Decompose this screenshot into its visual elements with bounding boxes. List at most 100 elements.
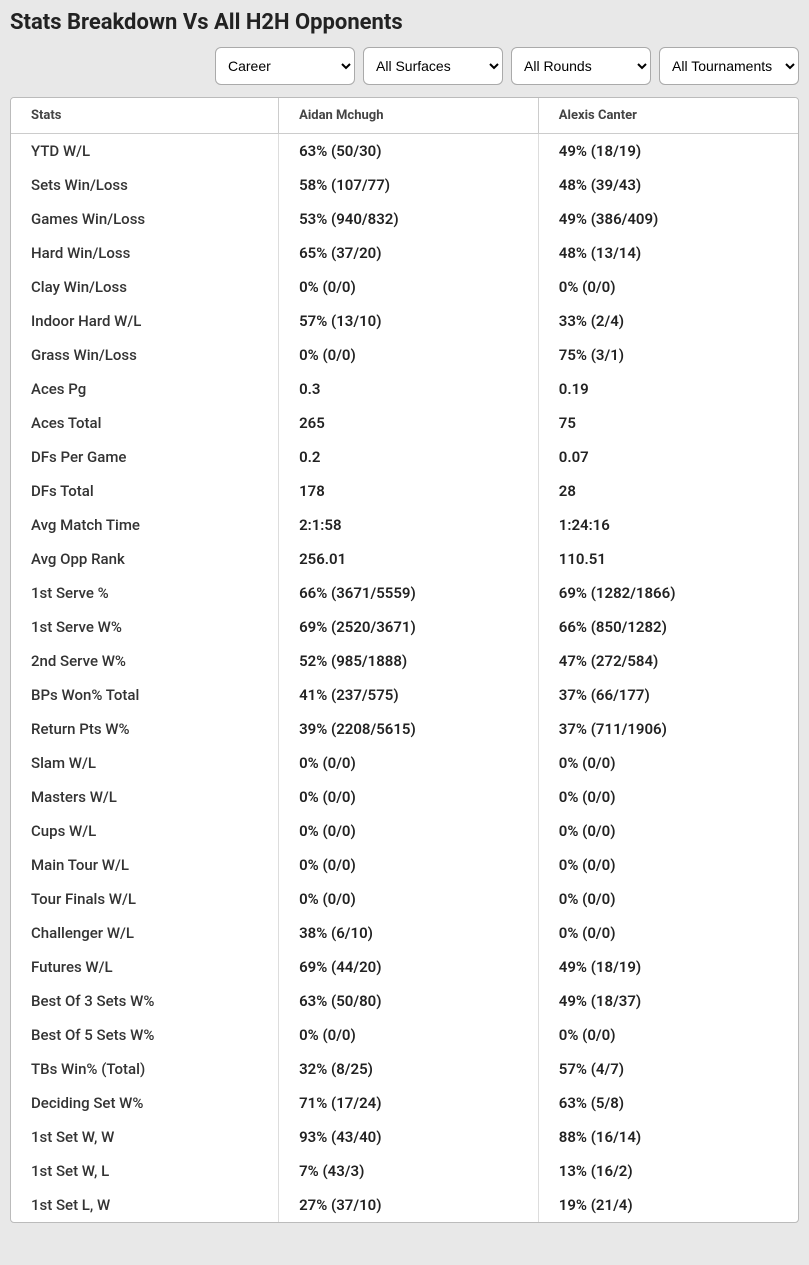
player1-value: 93% (43/40): [279, 1120, 539, 1154]
player1-value: 256.01: [279, 542, 539, 576]
table-row: Cups W/L0% (0/0)0% (0/0): [11, 814, 798, 848]
tournament-select[interactable]: All Tournaments: [659, 47, 799, 85]
player1-value: 66% (3671/5559): [279, 576, 539, 610]
stat-label: DFs Per Game: [11, 440, 279, 474]
player2-value: 0% (0/0): [538, 916, 798, 950]
table-row: TBs Win% (Total)32% (8/25)57% (4/7): [11, 1052, 798, 1086]
player1-value: 52% (985/1888): [279, 644, 539, 678]
player1-value: 53% (940/832): [279, 202, 539, 236]
table-row: Challenger W/L38% (6/10)0% (0/0): [11, 916, 798, 950]
player1-value: 0.2: [279, 440, 539, 474]
stats-table: Stats Aidan Mchugh Alexis Canter YTD W/L…: [11, 98, 798, 1222]
player2-value: 13% (16/2): [538, 1154, 798, 1188]
table-row: Tour Finals W/L0% (0/0)0% (0/0): [11, 882, 798, 916]
table-row: 1st Set W, L7% (43/3)13% (16/2): [11, 1154, 798, 1188]
table-row: 1st Set W, W93% (43/40)88% (16/14): [11, 1120, 798, 1154]
player2-value: 49% (18/37): [538, 984, 798, 1018]
stat-label: Aces Pg: [11, 372, 279, 406]
table-row: Futures W/L69% (44/20)49% (18/19): [11, 950, 798, 984]
stat-label: 1st Set W, W: [11, 1120, 279, 1154]
table-row: Games Win/Loss53% (940/832)49% (386/409): [11, 202, 798, 236]
stat-label: TBs Win% (Total): [11, 1052, 279, 1086]
surface-select[interactable]: All Surfaces: [363, 47, 503, 85]
player2-value: 37% (711/1906): [538, 712, 798, 746]
table-row: Aces Pg0.30.19: [11, 372, 798, 406]
player2-value: 48% (13/14): [538, 236, 798, 270]
player2-value: 33% (2/4): [538, 304, 798, 338]
player1-value: 0% (0/0): [279, 882, 539, 916]
round-select[interactable]: All Rounds: [511, 47, 651, 85]
player1-value: 0% (0/0): [279, 848, 539, 882]
player1-value: 0.3: [279, 372, 539, 406]
stat-label: Cups W/L: [11, 814, 279, 848]
table-header-row: Stats Aidan Mchugh Alexis Canter: [11, 98, 798, 134]
player2-value: 47% (272/584): [538, 644, 798, 678]
player1-value: 2:1:58: [279, 508, 539, 542]
table-row: Grass Win/Loss0% (0/0)75% (3/1): [11, 338, 798, 372]
player2-value: 0.07: [538, 440, 798, 474]
player2-value: 0% (0/0): [538, 746, 798, 780]
stat-label: Hard Win/Loss: [11, 236, 279, 270]
table-row: Best Of 5 Sets W%0% (0/0)0% (0/0): [11, 1018, 798, 1052]
header-player2: Alexis Canter: [538, 98, 798, 134]
table-row: Slam W/L0% (0/0)0% (0/0): [11, 746, 798, 780]
stat-label: Avg Opp Rank: [11, 542, 279, 576]
player1-value: 65% (37/20): [279, 236, 539, 270]
stat-label: Masters W/L: [11, 780, 279, 814]
stat-label: DFs Total: [11, 474, 279, 508]
header-player1: Aidan Mchugh: [279, 98, 539, 134]
player2-value: 63% (5/8): [538, 1086, 798, 1120]
player1-value: 0% (0/0): [279, 814, 539, 848]
stat-label: 1st Serve W%: [11, 610, 279, 644]
player2-value: 37% (66/177): [538, 678, 798, 712]
player1-value: 0% (0/0): [279, 338, 539, 372]
stat-label: Best Of 3 Sets W%: [11, 984, 279, 1018]
table-row: Return Pts W%39% (2208/5615)37% (711/190…: [11, 712, 798, 746]
player1-value: 27% (37/10): [279, 1188, 539, 1222]
player1-value: 0% (0/0): [279, 746, 539, 780]
stat-label: Indoor Hard W/L: [11, 304, 279, 338]
stat-label: 1st Set L, W: [11, 1188, 279, 1222]
player1-value: 41% (237/575): [279, 678, 539, 712]
stat-label: Best Of 5 Sets W%: [11, 1018, 279, 1052]
player2-value: 0% (0/0): [538, 848, 798, 882]
player2-value: 49% (18/19): [538, 134, 798, 169]
player2-value: 0% (0/0): [538, 270, 798, 304]
table-row: YTD W/L63% (50/30)49% (18/19): [11, 134, 798, 169]
player2-value: 0% (0/0): [538, 814, 798, 848]
player2-value: 49% (18/19): [538, 950, 798, 984]
stat-label: Tour Finals W/L: [11, 882, 279, 916]
player2-value: 19% (21/4): [538, 1188, 798, 1222]
player1-value: 39% (2208/5615): [279, 712, 539, 746]
table-row: Deciding Set W%71% (17/24)63% (5/8): [11, 1086, 798, 1120]
table-row: DFs Per Game0.20.07: [11, 440, 798, 474]
player1-value: 0% (0/0): [279, 780, 539, 814]
player2-value: 49% (386/409): [538, 202, 798, 236]
player2-value: 66% (850/1282): [538, 610, 798, 644]
player1-value: 265: [279, 406, 539, 440]
player1-value: 69% (44/20): [279, 950, 539, 984]
player2-value: 28: [538, 474, 798, 508]
table-row: Clay Win/Loss0% (0/0)0% (0/0): [11, 270, 798, 304]
table-row: BPs Won% Total41% (237/575)37% (66/177): [11, 678, 798, 712]
player2-value: 88% (16/14): [538, 1120, 798, 1154]
player2-value: 0% (0/0): [538, 882, 798, 916]
stat-label: 1st Set W, L: [11, 1154, 279, 1188]
table-row: 1st Serve %66% (3671/5559)69% (1282/1866…: [11, 576, 798, 610]
table-row: Masters W/L0% (0/0)0% (0/0): [11, 780, 798, 814]
stat-label: Return Pts W%: [11, 712, 279, 746]
career-select[interactable]: Career: [215, 47, 355, 85]
stat-label: Clay Win/Loss: [11, 270, 279, 304]
stat-label: Aces Total: [11, 406, 279, 440]
stat-label: Challenger W/L: [11, 916, 279, 950]
stat-label: Slam W/L: [11, 746, 279, 780]
stat-label: BPs Won% Total: [11, 678, 279, 712]
table-row: Sets Win/Loss58% (107/77)48% (39/43): [11, 168, 798, 202]
player2-value: 69% (1282/1866): [538, 576, 798, 610]
table-row: 1st Serve W%69% (2520/3671)66% (850/1282…: [11, 610, 798, 644]
player1-value: 71% (17/24): [279, 1086, 539, 1120]
stat-label: Games Win/Loss: [11, 202, 279, 236]
table-row: Best Of 3 Sets W%63% (50/80)49% (18/37): [11, 984, 798, 1018]
player2-value: 0% (0/0): [538, 1018, 798, 1052]
player2-value: 1:24:16: [538, 508, 798, 542]
